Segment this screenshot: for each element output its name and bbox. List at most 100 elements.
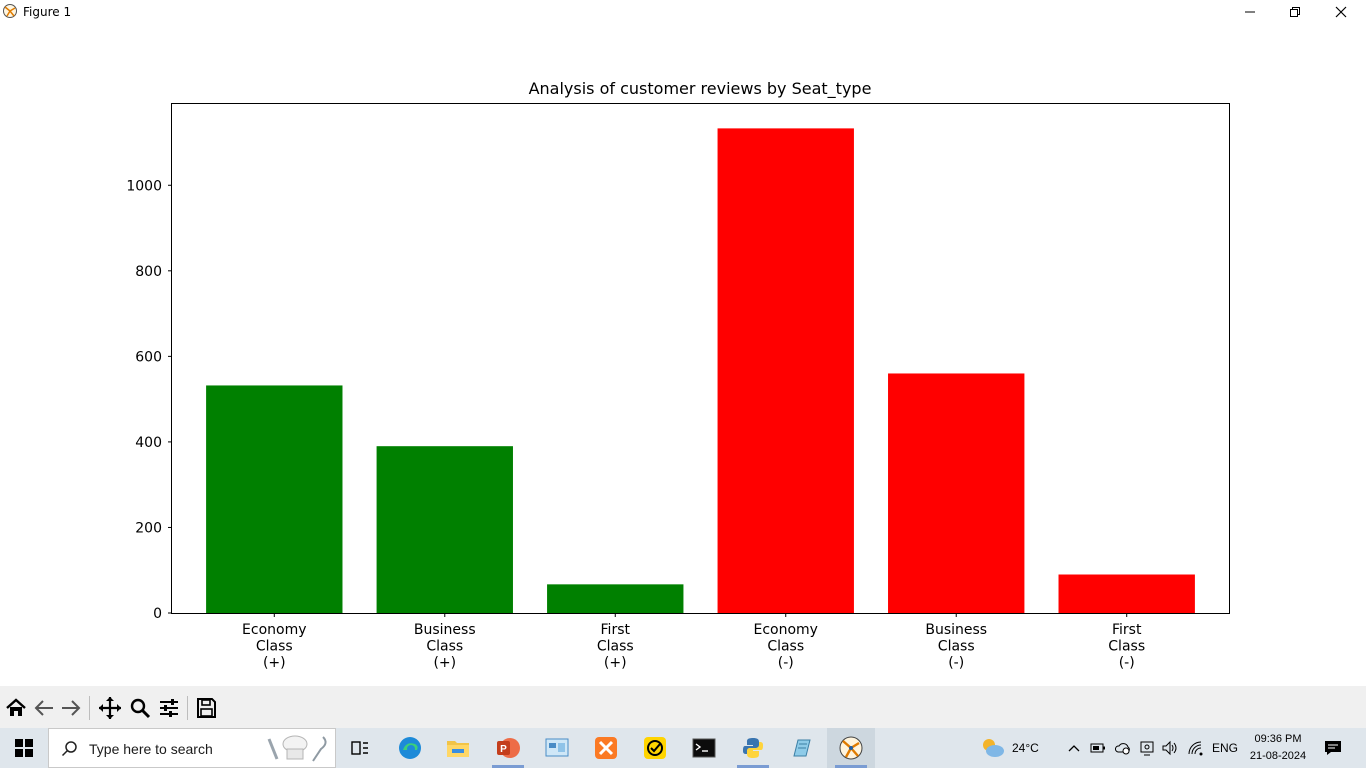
notepad-icon [793, 739, 811, 757]
x-tick-label: Class [1108, 639, 1145, 655]
network-indicator[interactable] [1187, 728, 1205, 768]
back-button[interactable] [31, 695, 57, 721]
zoom-icon [130, 698, 151, 719]
matplotlib-app-icon [3, 4, 17, 18]
taskbar-app-control-panel[interactable] [533, 728, 581, 768]
notification-center-button[interactable] [1324, 728, 1342, 768]
task-view-button[interactable] [336, 728, 384, 768]
forward-icon [62, 700, 81, 716]
wifi-icon [1188, 741, 1203, 756]
x-tick-label: First [1112, 622, 1142, 638]
y-tick-label: 200 [135, 520, 162, 536]
axes-frame [171, 103, 1230, 614]
file-explorer-icon [447, 741, 469, 757]
volume-indicator[interactable] [1161, 728, 1179, 768]
pan-button[interactable] [97, 695, 123, 721]
search-placeholder: Type here to search [89, 741, 213, 757]
powerpoint-icon: P [497, 738, 520, 758]
x-tick-label: First [601, 622, 631, 638]
maximize-button[interactable] [1272, 0, 1318, 24]
y-tick-label: 400 [135, 435, 162, 451]
running-indicator [737, 765, 769, 768]
taskbar-app-matplotlib-figure[interactable] [827, 728, 875, 768]
configure-subplots-icon [160, 699, 178, 717]
x-tick-label: Economy [753, 622, 817, 638]
taskbar-app-file-explorer[interactable] [434, 728, 482, 768]
start-button[interactable] [0, 728, 48, 768]
clock-time: 09:36 PM [1254, 733, 1302, 745]
minimize-button[interactable] [1227, 0, 1273, 24]
window-titlebar: Figure 1 [0, 0, 1366, 24]
terminal-icon [692, 738, 716, 758]
pan-icon [99, 697, 121, 719]
taskbar-search-box[interactable]: Type here to search [48, 728, 336, 768]
taskbar-app-notepad[interactable] [778, 728, 826, 768]
bar-1 [376, 446, 513, 613]
back-icon [34, 700, 53, 716]
close-icon [1335, 6, 1347, 18]
y-tick-label: 800 [135, 264, 162, 280]
x-tick-label: Class [426, 639, 463, 655]
x-tick-label: (-) [1119, 655, 1135, 671]
x-tick-label: (+) [604, 655, 627, 671]
bar-5 [1058, 574, 1195, 613]
x-tick-label: Class [597, 639, 634, 655]
windows-logo-icon [15, 739, 33, 757]
weather-temperature: 24°C [1012, 741, 1039, 755]
svg-text:P: P [500, 744, 507, 755]
toolbar-separator [187, 696, 188, 720]
save-icon [197, 698, 216, 718]
x-tick-label: (+) [263, 655, 286, 671]
bar-chart: Analysis of customer reviews by Seat_typ… [126, 79, 1230, 671]
language-label: ENG [1212, 741, 1239, 755]
windows-taskbar: Type here to search P [0, 728, 1366, 768]
bar-3 [717, 128, 854, 613]
show-hidden-icons-button[interactable] [1068, 728, 1080, 768]
restore-icon [1290, 7, 1300, 17]
python-icon [743, 738, 763, 758]
chevron-up-icon [1068, 745, 1080, 752]
notification-icon [1325, 741, 1341, 755]
norton-icon [644, 737, 666, 759]
running-indicator [835, 765, 867, 768]
taskbar-app-edge[interactable] [386, 728, 434, 768]
clock-date: 21-08-2024 [1249, 750, 1307, 762]
taskbar-app-norton[interactable] [631, 728, 679, 768]
figure-canvas[interactable]: Analysis of customer reviews by Seat_typ… [0, 24, 1366, 686]
speaker-icon [1162, 740, 1177, 756]
minimize-icon [1245, 11, 1255, 13]
taskbar-app-python[interactable] [729, 728, 777, 768]
home-button[interactable] [3, 695, 29, 721]
battery-indicator[interactable] [1090, 728, 1106, 768]
x-tick-label: Class [938, 639, 975, 655]
weather-widget[interactable]: 24°C [980, 728, 1039, 768]
search-highlight-icon [267, 735, 327, 762]
edge-icon [399, 737, 421, 759]
cloud-sync-icon [1114, 743, 1130, 755]
forward-button[interactable] [58, 695, 84, 721]
toolbar-separator [89, 696, 90, 720]
input-language-indicator[interactable]: ENG [1212, 728, 1238, 768]
onedrive-indicator[interactable] [1114, 728, 1132, 768]
x-tick-label: (-) [948, 655, 964, 671]
webcam-icon [1140, 741, 1154, 756]
taskbar-clock[interactable]: 09:36 PM 21-08-2024 [1244, 731, 1312, 765]
taskbar-app-powerpoint[interactable]: P [484, 728, 532, 768]
x-tick-label: Class [256, 639, 293, 655]
bar-2 [547, 584, 684, 613]
chart-title: Analysis of customer reviews by Seat_typ… [529, 79, 872, 99]
x-tick-label: (+) [433, 655, 456, 671]
meet-now-indicator[interactable] [1139, 728, 1155, 768]
close-button[interactable] [1318, 0, 1364, 24]
y-tick-label: 600 [135, 349, 162, 365]
x-tick-label: Business [925, 622, 987, 638]
x-tick-label: Business [414, 622, 476, 638]
x-tick-label: (-) [778, 655, 794, 671]
configure-subplots-button[interactable] [156, 695, 182, 721]
save-button[interactable] [193, 695, 219, 721]
window-title: Figure 1 [23, 5, 72, 19]
task-view-icon [351, 741, 368, 755]
taskbar-app-terminal[interactable] [680, 728, 728, 768]
taskbar-app-xampp[interactable] [582, 728, 630, 768]
zoom-button[interactable] [127, 695, 153, 721]
